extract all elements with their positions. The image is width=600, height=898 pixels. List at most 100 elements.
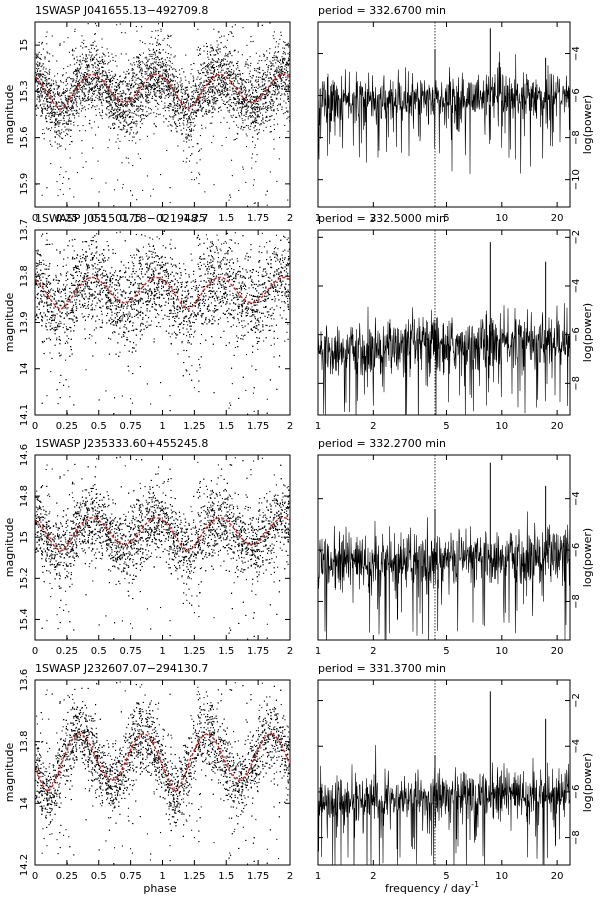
data-point: [138, 109, 140, 111]
data-point: [241, 107, 243, 109]
data-point: [83, 39, 85, 41]
data-point: [274, 69, 276, 71]
data-point: [277, 51, 279, 53]
data-point: [210, 69, 212, 71]
data-point: [185, 133, 187, 135]
data-point: [53, 83, 55, 85]
data-point: [76, 70, 78, 72]
data-point: [98, 81, 100, 83]
data-point: [88, 90, 90, 92]
data-point: [82, 75, 84, 77]
data-point: [253, 111, 255, 113]
data-point: [66, 100, 68, 102]
data-point: [250, 97, 252, 99]
data-point: [188, 117, 190, 119]
data-point: [261, 107, 263, 109]
data-point: [249, 94, 251, 96]
data-point: [233, 93, 235, 95]
data-point: [161, 88, 163, 90]
data-point: [281, 56, 283, 58]
data-point: [68, 76, 70, 78]
data-point: [63, 91, 65, 93]
data-point: [167, 75, 169, 77]
data-point: [276, 87, 278, 89]
data-point: [164, 59, 166, 61]
data-point: [175, 125, 177, 127]
data-point: [40, 93, 42, 95]
data-point: [177, 95, 179, 97]
data-point: [70, 129, 72, 131]
data-point: [131, 102, 133, 104]
data-point: [163, 85, 165, 87]
data-point: [203, 45, 205, 47]
data-point: [182, 92, 184, 94]
data-point: [252, 153, 254, 155]
data-point: [192, 75, 194, 77]
data-point: [218, 83, 220, 85]
data-point: [101, 92, 103, 94]
data-point: [92, 59, 94, 61]
data-point: [137, 60, 139, 62]
data-point: [236, 62, 238, 64]
data-point: [270, 99, 272, 101]
data-point: [199, 97, 201, 99]
data-point: [130, 115, 132, 117]
data-point: [113, 78, 115, 80]
data-point: [155, 88, 157, 90]
data-point: [245, 82, 247, 84]
data-point: [49, 87, 51, 89]
data-point: [253, 107, 255, 109]
data-point: [191, 128, 193, 130]
data-point: [88, 89, 90, 91]
data-point: [85, 59, 87, 61]
data-point: [176, 109, 178, 111]
data-point: [167, 105, 169, 107]
data-point: [50, 143, 52, 145]
data-point: [97, 80, 99, 82]
data-point: [193, 125, 195, 127]
data-point: [138, 60, 140, 62]
data-point: [213, 106, 215, 108]
data-point: [161, 83, 163, 85]
data-point: [115, 91, 117, 93]
data-point: [150, 53, 152, 55]
data-point: [226, 68, 228, 70]
data-point: [130, 87, 132, 89]
data-point: [108, 96, 110, 98]
data-point: [151, 85, 153, 87]
data-point: [44, 103, 46, 105]
data-point: [131, 104, 133, 106]
data-point: [256, 129, 258, 131]
data-point: [108, 86, 110, 88]
data-point: [75, 85, 77, 87]
data-point: [37, 107, 39, 109]
data-point: [40, 54, 42, 56]
data-point: [85, 95, 87, 97]
data-point: [95, 50, 97, 52]
data-point: [213, 184, 215, 186]
data-point: [113, 117, 115, 119]
data-point: [110, 98, 112, 100]
data-point: [203, 80, 205, 82]
data-point: [277, 93, 279, 95]
data-point: [129, 80, 131, 82]
data-point: [48, 128, 50, 130]
data-point: [240, 128, 242, 130]
data-point: [94, 85, 96, 87]
data-point: [58, 93, 60, 95]
data-point: [252, 89, 254, 91]
data-point: [100, 63, 102, 65]
data-point: [55, 124, 57, 126]
data-point: [158, 73, 160, 75]
data-point: [147, 87, 149, 89]
data-point: [145, 99, 147, 101]
data-point: [185, 303, 187, 305]
data-point: [154, 85, 156, 87]
data-point: [38, 74, 40, 76]
data-point: [257, 97, 259, 99]
data-point: [42, 112, 44, 114]
data-point: [190, 134, 192, 136]
data-point: [201, 124, 203, 126]
data-point: [273, 65, 275, 67]
data-point: [129, 132, 131, 134]
